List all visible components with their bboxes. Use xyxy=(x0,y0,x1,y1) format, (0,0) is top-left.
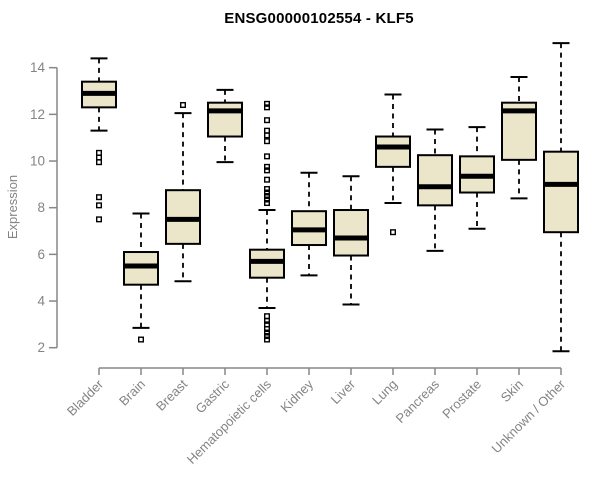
outlier-point xyxy=(264,163,271,170)
box-kidney xyxy=(291,171,327,277)
outlier-point xyxy=(390,229,397,236)
outlier-point xyxy=(264,186,271,193)
chart-title: ENSG00000102554 - KLF5 xyxy=(224,10,414,27)
outlier-point xyxy=(264,200,271,207)
iqr-box xyxy=(207,101,243,138)
outlier-point xyxy=(95,194,102,201)
y-tick-label: 10 xyxy=(30,154,45,169)
outlier-point xyxy=(95,202,102,209)
outlier-point xyxy=(264,193,271,200)
x-tick-label: Prostate xyxy=(439,377,484,422)
x-tick-label: Gastric xyxy=(192,376,232,416)
y-tick-label: 14 xyxy=(30,60,46,75)
box-liver xyxy=(333,175,369,306)
outlier-point xyxy=(264,138,271,145)
x-tick-label: Brain xyxy=(116,377,148,409)
x-tick-label: Kidney xyxy=(277,376,316,415)
iqr-box xyxy=(543,150,579,234)
outlier-point xyxy=(264,127,271,134)
x-tick-label: Lung xyxy=(369,377,400,408)
outlier-point xyxy=(264,196,271,203)
box-gastric xyxy=(207,88,243,164)
x-tick-label: Bladder xyxy=(64,376,107,419)
y-tick-label: 6 xyxy=(37,247,45,262)
box-breast xyxy=(165,102,201,283)
outlier-point xyxy=(264,313,271,320)
outlier-point xyxy=(264,132,271,139)
box-hematopoietic-cells xyxy=(249,100,285,343)
box-skin xyxy=(501,76,537,200)
outlier-point xyxy=(264,317,271,324)
box-lung xyxy=(375,93,411,236)
y-tick-label: 4 xyxy=(37,294,45,309)
outlier-point xyxy=(264,326,271,333)
x-tick-label: Unknown / Other xyxy=(489,376,569,456)
iqr-box xyxy=(417,154,453,207)
outlier-point xyxy=(95,154,102,161)
outlier-point xyxy=(95,216,102,223)
iqr-box xyxy=(375,135,411,168)
outlier-point xyxy=(264,336,271,343)
box-brain xyxy=(123,212,159,343)
outlier-point xyxy=(264,333,271,340)
outlier-point xyxy=(264,329,271,336)
y-axis: 2 4 6 8 10 12 14 xyxy=(30,60,58,355)
outlier-point xyxy=(137,336,144,343)
outlier-point xyxy=(264,104,271,111)
y-tick-label: 12 xyxy=(30,107,45,122)
outlier-point xyxy=(264,176,271,183)
iqr-box xyxy=(333,209,369,257)
outlier-point xyxy=(264,321,271,328)
outlier-point xyxy=(95,149,102,156)
outlier-point xyxy=(264,117,271,124)
box-bladder xyxy=(81,57,117,223)
x-tick-label: Liver xyxy=(328,376,359,407)
box-unknown-other xyxy=(543,42,579,353)
outlier-point xyxy=(264,167,271,174)
y-tick-label: 8 xyxy=(37,200,45,215)
x-tick-label: Breast xyxy=(153,376,190,413)
box-prostate xyxy=(459,126,495,230)
outlier-point xyxy=(179,102,186,109)
x-tick-label: Pancreas xyxy=(393,376,443,426)
outlier-point xyxy=(264,153,271,160)
outlier-point xyxy=(264,189,271,196)
outlier-point xyxy=(264,100,271,107)
box-pancreas xyxy=(417,128,453,252)
y-tick-label: 2 xyxy=(37,340,45,355)
x-tick-label: Skin xyxy=(498,377,526,405)
outlier-point xyxy=(95,159,102,166)
